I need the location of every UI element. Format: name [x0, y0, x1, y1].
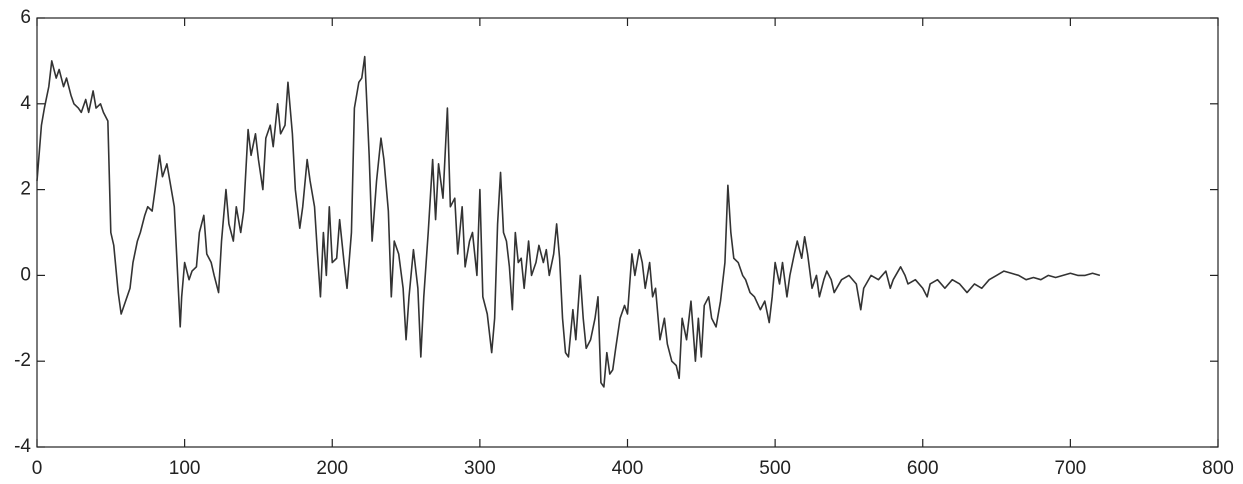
y-tick-label: 0 — [20, 264, 31, 285]
y-tick-label: 4 — [20, 93, 31, 114]
plot-frame — [36, 17, 1219, 448]
x-tick-label: 0 — [32, 458, 43, 479]
x-tick-label: 100 — [169, 458, 201, 479]
x-tick-label: 400 — [612, 458, 644, 479]
y-tick-label: 2 — [20, 179, 31, 200]
y-tick-label: -2 — [14, 350, 31, 371]
y-tick-label: 6 — [20, 7, 31, 28]
data-line — [36, 55, 1101, 388]
x-tick-label: 700 — [1055, 458, 1087, 479]
x-tick-label: 800 — [1202, 458, 1234, 479]
x-tick-label: 600 — [907, 458, 939, 479]
x-tick-label: 300 — [464, 458, 496, 479]
x-tick-label: 200 — [316, 458, 348, 479]
y-tick-label: -4 — [14, 436, 31, 457]
x-tick-label: 500 — [759, 458, 791, 479]
